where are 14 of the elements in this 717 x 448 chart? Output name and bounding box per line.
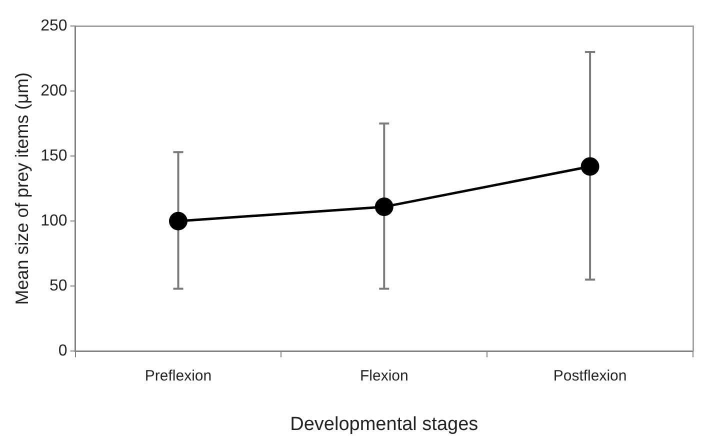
point: [168, 212, 188, 230]
y-tick-label: 0: [58, 342, 68, 360]
x-axis-title: Developmental stages: [290, 414, 478, 435]
point: [374, 198, 394, 216]
point: [580, 157, 600, 176]
y-tick-label: 250: [40, 17, 68, 34]
y-tick-label: 50: [50, 278, 68, 295]
x-tick-label: Postflexion: [553, 367, 627, 384]
y-tick-label: 200: [40, 82, 68, 100]
x-tick-label: Preflexion: [144, 367, 212, 384]
y-axis-title: Mean size of prey items (μm): [12, 72, 32, 305]
y-tick-label: 150: [40, 147, 68, 164]
y-tick-label: 100: [40, 212, 68, 230]
x-tick-label: Flexion: [360, 367, 408, 384]
